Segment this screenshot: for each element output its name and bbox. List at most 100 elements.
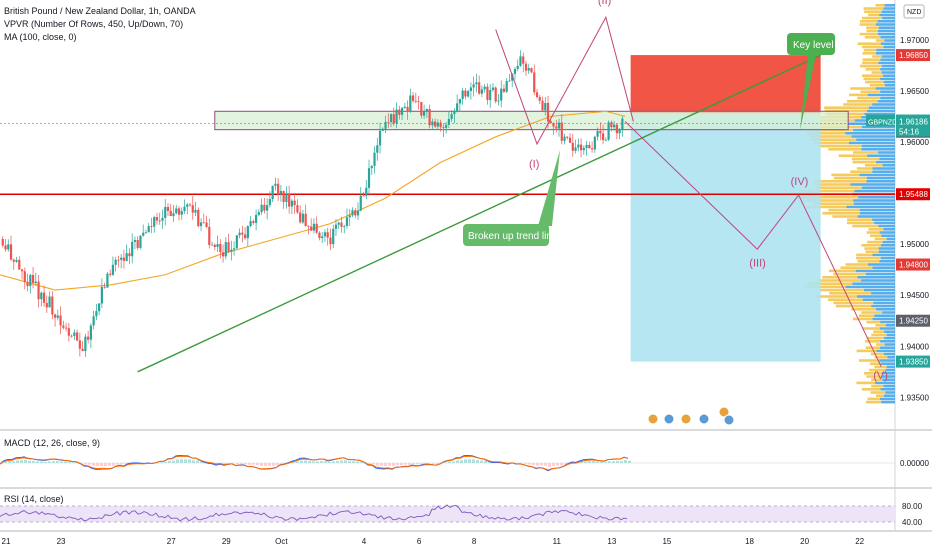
volume-profile-bar-down	[874, 221, 895, 225]
candle-up	[544, 102, 547, 111]
candle-down	[546, 102, 550, 122]
volume-profile-bar-down	[867, 154, 895, 157]
volume-profile-bar-up	[822, 276, 858, 279]
volume-profile-bar-up	[800, 189, 855, 193]
macd-histogram-bar	[220, 463, 223, 464]
candle-up	[359, 195, 362, 211]
candle-down	[552, 123, 555, 127]
candle-down	[243, 234, 247, 239]
candle-up	[469, 87, 473, 92]
volume-profile-bar-up	[867, 240, 883, 244]
volume-profile-bar-up	[847, 100, 878, 103]
volume-profile-bar-down	[877, 100, 895, 103]
volume-profile-bar-up	[816, 186, 862, 189]
volume-profile-bar-down	[848, 141, 895, 145]
macd-histogram-bar	[56, 461, 59, 463]
candle-up	[120, 257, 123, 260]
macd-histogram-bar	[540, 463, 543, 466]
volume-profile-bar-up	[856, 349, 877, 353]
candle-up	[403, 106, 406, 108]
rsi-tick-label: 80.00	[902, 502, 923, 511]
volume-profile-bar-up	[840, 266, 873, 269]
macd-tick-label: 0.00000	[900, 459, 929, 468]
macd-histogram-bar	[240, 463, 243, 464]
volume-profile-bar-up	[806, 205, 847, 209]
macd-histogram-bar	[32, 460, 35, 463]
volume-profile-bar-down	[881, 71, 895, 74]
candle-up	[389, 114, 393, 123]
macd-histogram-bar	[92, 463, 95, 466]
candle-up	[142, 232, 145, 236]
macd-histogram-bar	[464, 459, 467, 463]
volume-profile-bar-up	[870, 234, 882, 237]
volume-profile-bar-up	[870, 362, 881, 365]
volume-profile-bar-up	[875, 4, 885, 7]
candle-up	[348, 215, 351, 218]
volume-profile-bar-down	[863, 288, 895, 292]
volume-profile-bar-down	[857, 276, 895, 279]
volume-profile-bar-down	[876, 349, 895, 353]
economic-event-icon	[680, 413, 692, 425]
candle-up	[172, 213, 175, 217]
volume-profile-bar-down	[882, 240, 895, 244]
candle-up	[180, 211, 183, 215]
candle-down	[1, 238, 4, 246]
volume-profile-bar-up	[863, 77, 881, 81]
macd-histogram-bar	[380, 463, 383, 466]
volume-profile-bar-down	[853, 199, 895, 202]
candle-up	[472, 84, 475, 88]
candle-down	[588, 144, 591, 149]
volume-profile-bar-up	[857, 42, 881, 45]
candle-up	[266, 205, 269, 211]
key-level-callout: Key level	[787, 33, 835, 130]
volume-profile-bar-down	[872, 167, 895, 170]
volume-profile-bar-up	[828, 208, 860, 212]
macd-histogram-bar	[272, 463, 275, 466]
candle-up	[373, 152, 376, 166]
macd-histogram-bar	[344, 460, 347, 463]
volume-profile-bar-up	[871, 384, 884, 388]
macd-histogram-bar	[8, 461, 11, 463]
macd-histogram-bar	[236, 463, 239, 465]
macd-histogram-bar	[468, 459, 471, 463]
volume-profile-bar-up	[865, 346, 881, 349]
macd-histogram-bar	[340, 460, 343, 463]
macd-histogram-bar	[560, 463, 563, 466]
candle-up	[511, 73, 514, 81]
macd-histogram-bar	[292, 462, 295, 463]
volume-profile-bar-down	[884, 84, 895, 87]
rsi-tick-label: 40.00	[902, 518, 923, 527]
candle-up	[409, 95, 412, 112]
candle-up	[285, 194, 288, 203]
macd-histogram-bar	[72, 462, 75, 463]
volume-profile-bar-up	[861, 16, 883, 20]
candle-down	[293, 200, 296, 206]
macd-histogram-bar	[544, 463, 547, 466]
candle-down	[502, 88, 506, 92]
wave-label: (I)	[529, 158, 539, 170]
macd-histogram-bar	[40, 461, 43, 463]
candle-up	[425, 109, 428, 112]
volume-profile-bar-down	[872, 218, 895, 221]
volume-profile-bar-up	[856, 167, 873, 170]
volume-profile-bar-down	[883, 394, 895, 397]
volume-profile-bar-up	[875, 324, 886, 327]
candle-up	[279, 191, 282, 195]
volume-profile-bar-down	[881, 64, 895, 68]
macd-histogram-bar	[448, 461, 451, 463]
macd-title: MACD (12, 26, close, 9)	[4, 438, 101, 448]
volume-profile-bar-down	[883, 80, 895, 84]
date-tick-label: 15	[662, 537, 671, 546]
volume-profile-bar-up	[852, 160, 876, 164]
candle-up	[29, 275, 32, 287]
candle-up	[56, 315, 59, 318]
volume-profile-bar-up	[858, 314, 875, 317]
candle-up	[351, 210, 354, 216]
macd-histogram-bar	[424, 463, 427, 464]
volume-profile-bar-up	[805, 285, 846, 289]
volume-profile-bar-down	[887, 356, 895, 359]
volume-profile-bar-down	[859, 212, 895, 215]
candle-down	[87, 336, 90, 340]
price-tick-label: 1.96500	[900, 87, 929, 96]
